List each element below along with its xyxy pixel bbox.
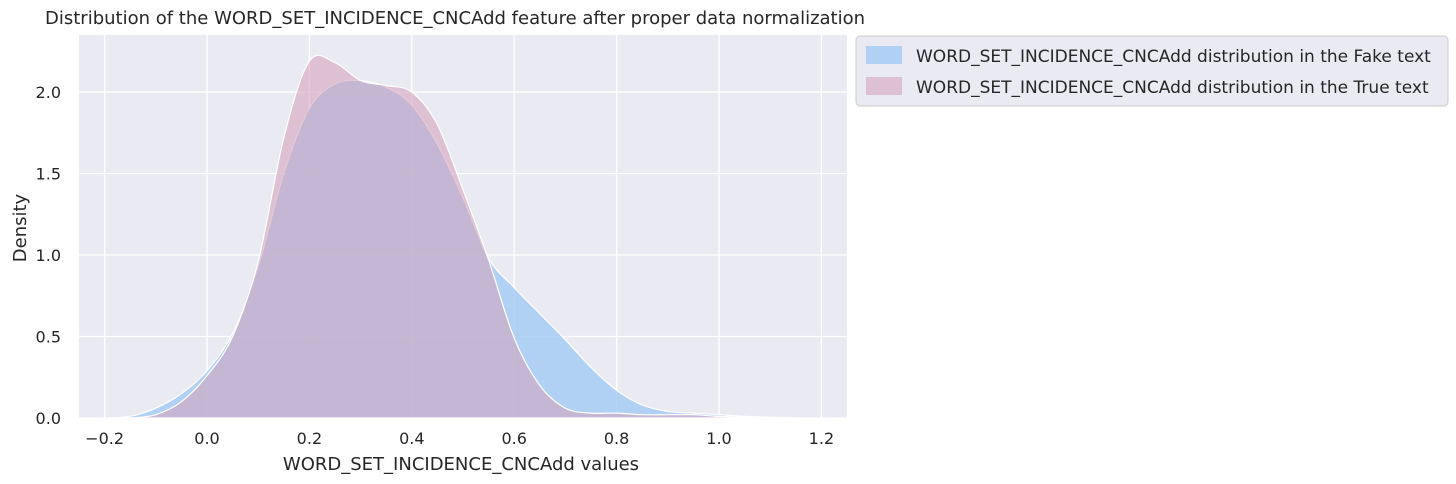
y-tick-label: 1.0 [36,246,61,265]
y-tick-label: 0.5 [36,328,61,347]
x-axis-label: WORD_SET_INCIDENCE_CNCAdd values [283,454,639,475]
x-tick-label: 0.8 [604,429,629,448]
legend-swatch-fake [866,46,902,64]
legend-swatch-true [866,77,902,95]
y-axis-label: Density [10,193,31,262]
density-area-true [129,54,771,419]
y-tick-label: 0.0 [36,409,61,428]
x-tick-label: 1.2 [809,429,834,448]
legend-frame [855,35,1449,107]
y-tick-label: 2.0 [36,83,61,102]
x-tick-label: 0.6 [501,429,526,448]
x-tick-label: 0.0 [194,429,219,448]
x-tick-label: 0.4 [399,429,424,448]
density-areas [104,54,797,419]
y-axis-ticks: 0.0 0.5 1.0 1.5 2.0 [36,83,61,428]
x-tick-label: 1.0 [706,429,731,448]
chart-title: Distribution of the WORD_SET_INCIDENCE_C… [45,8,865,29]
x-axis-ticks: −0.2 0.0 0.2 0.4 0.6 0.8 1.0 1.2 [85,429,834,448]
y-tick-label: 1.5 [36,165,61,184]
x-tick-label: 0.2 [297,429,322,448]
x-tick-label: −0.2 [85,429,124,448]
legend: WORD_SET_INCIDENCE_CNCAdd distribution i… [855,35,1449,107]
legend-label-true: WORD_SET_INCIDENCE_CNCAdd distribution i… [916,78,1429,98]
legend-label-fake: WORD_SET_INCIDENCE_CNCAdd distribution i… [916,47,1431,67]
